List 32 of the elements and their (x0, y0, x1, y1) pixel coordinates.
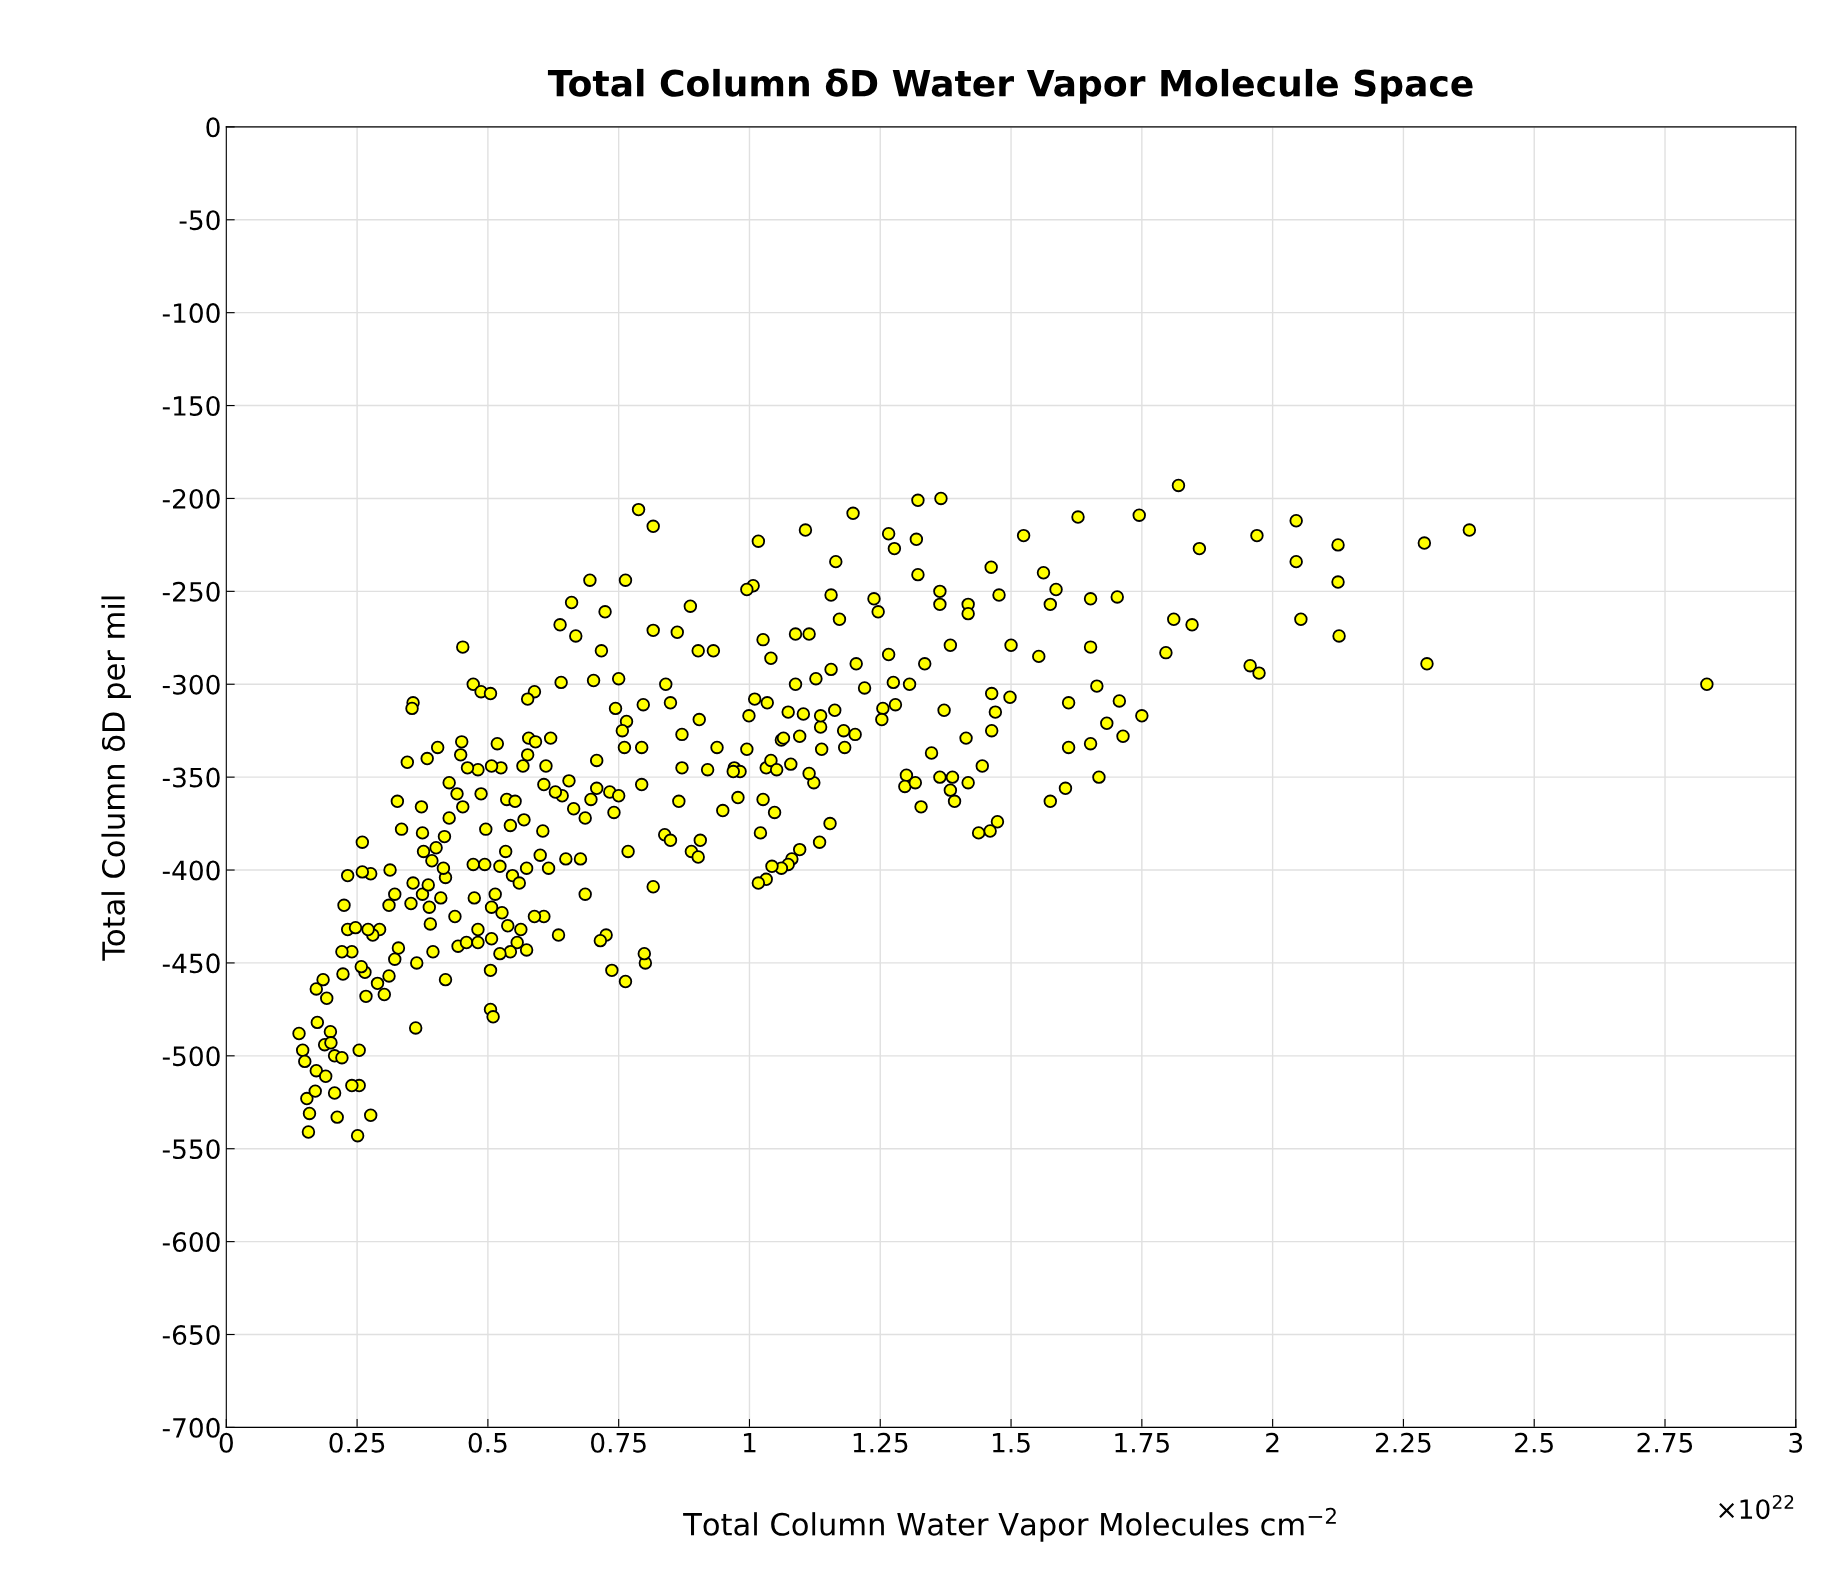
text: ×10$^{22}$ (1719, 1494, 1794, 1520)
y-tick-label: -300 (162, 674, 220, 695)
y-tick-label: -700 (162, 1417, 220, 1438)
y-tick-label: -50 (179, 210, 220, 231)
y-tick-label: -450 (162, 953, 220, 974)
y-tick-label: -200 (162, 488, 220, 509)
y-tick-label: -100 (162, 303, 220, 324)
x-tick-label: 0.25 (329, 1432, 385, 1453)
x-tick-label: 0 (219, 1432, 233, 1453)
x-tick-label: 2.25 (1375, 1432, 1431, 1453)
y-tick-label: 0 (206, 117, 220, 138)
y-tick-label: -150 (162, 396, 220, 416)
x-axis-title: Total Column Water Vapor Molecules cm$^{−2}$ (683, 1507, 1336, 1542)
x-tick-label: 1.75 (1115, 1433, 1169, 1453)
chart-title: Total Column δD Water Vapor Molecule Space (547, 68, 1473, 104)
x-tick-label: 2 (1266, 1432, 1279, 1453)
y-axis-title: Total Column δD per mil (101, 596, 131, 961)
x-tick-label: 0.5 (468, 1432, 507, 1453)
y-tick-label: -650 (162, 1324, 220, 1345)
y-tick-label: -350 (162, 767, 220, 788)
x-tick-label: 1.5 (992, 1433, 1030, 1453)
x-tick-label: 0.75 (591, 1432, 646, 1453)
x-tick-label: 1 (743, 1433, 756, 1453)
x-tick-label: 1.25 (853, 1432, 908, 1453)
y-tick-label: -400 (162, 860, 220, 881)
x-tick-label: 3 (1789, 1432, 1803, 1453)
x-tick-label: 2.75 (1637, 1432, 1693, 1453)
y-tick-label: -550 (162, 1139, 220, 1160)
y-tick-label: -250 (162, 581, 220, 602)
y-tick-label: -600 (162, 1232, 220, 1253)
y-tick-label: -500 (162, 1046, 220, 1067)
x-tick-label: 2.5 (1515, 1432, 1553, 1453)
